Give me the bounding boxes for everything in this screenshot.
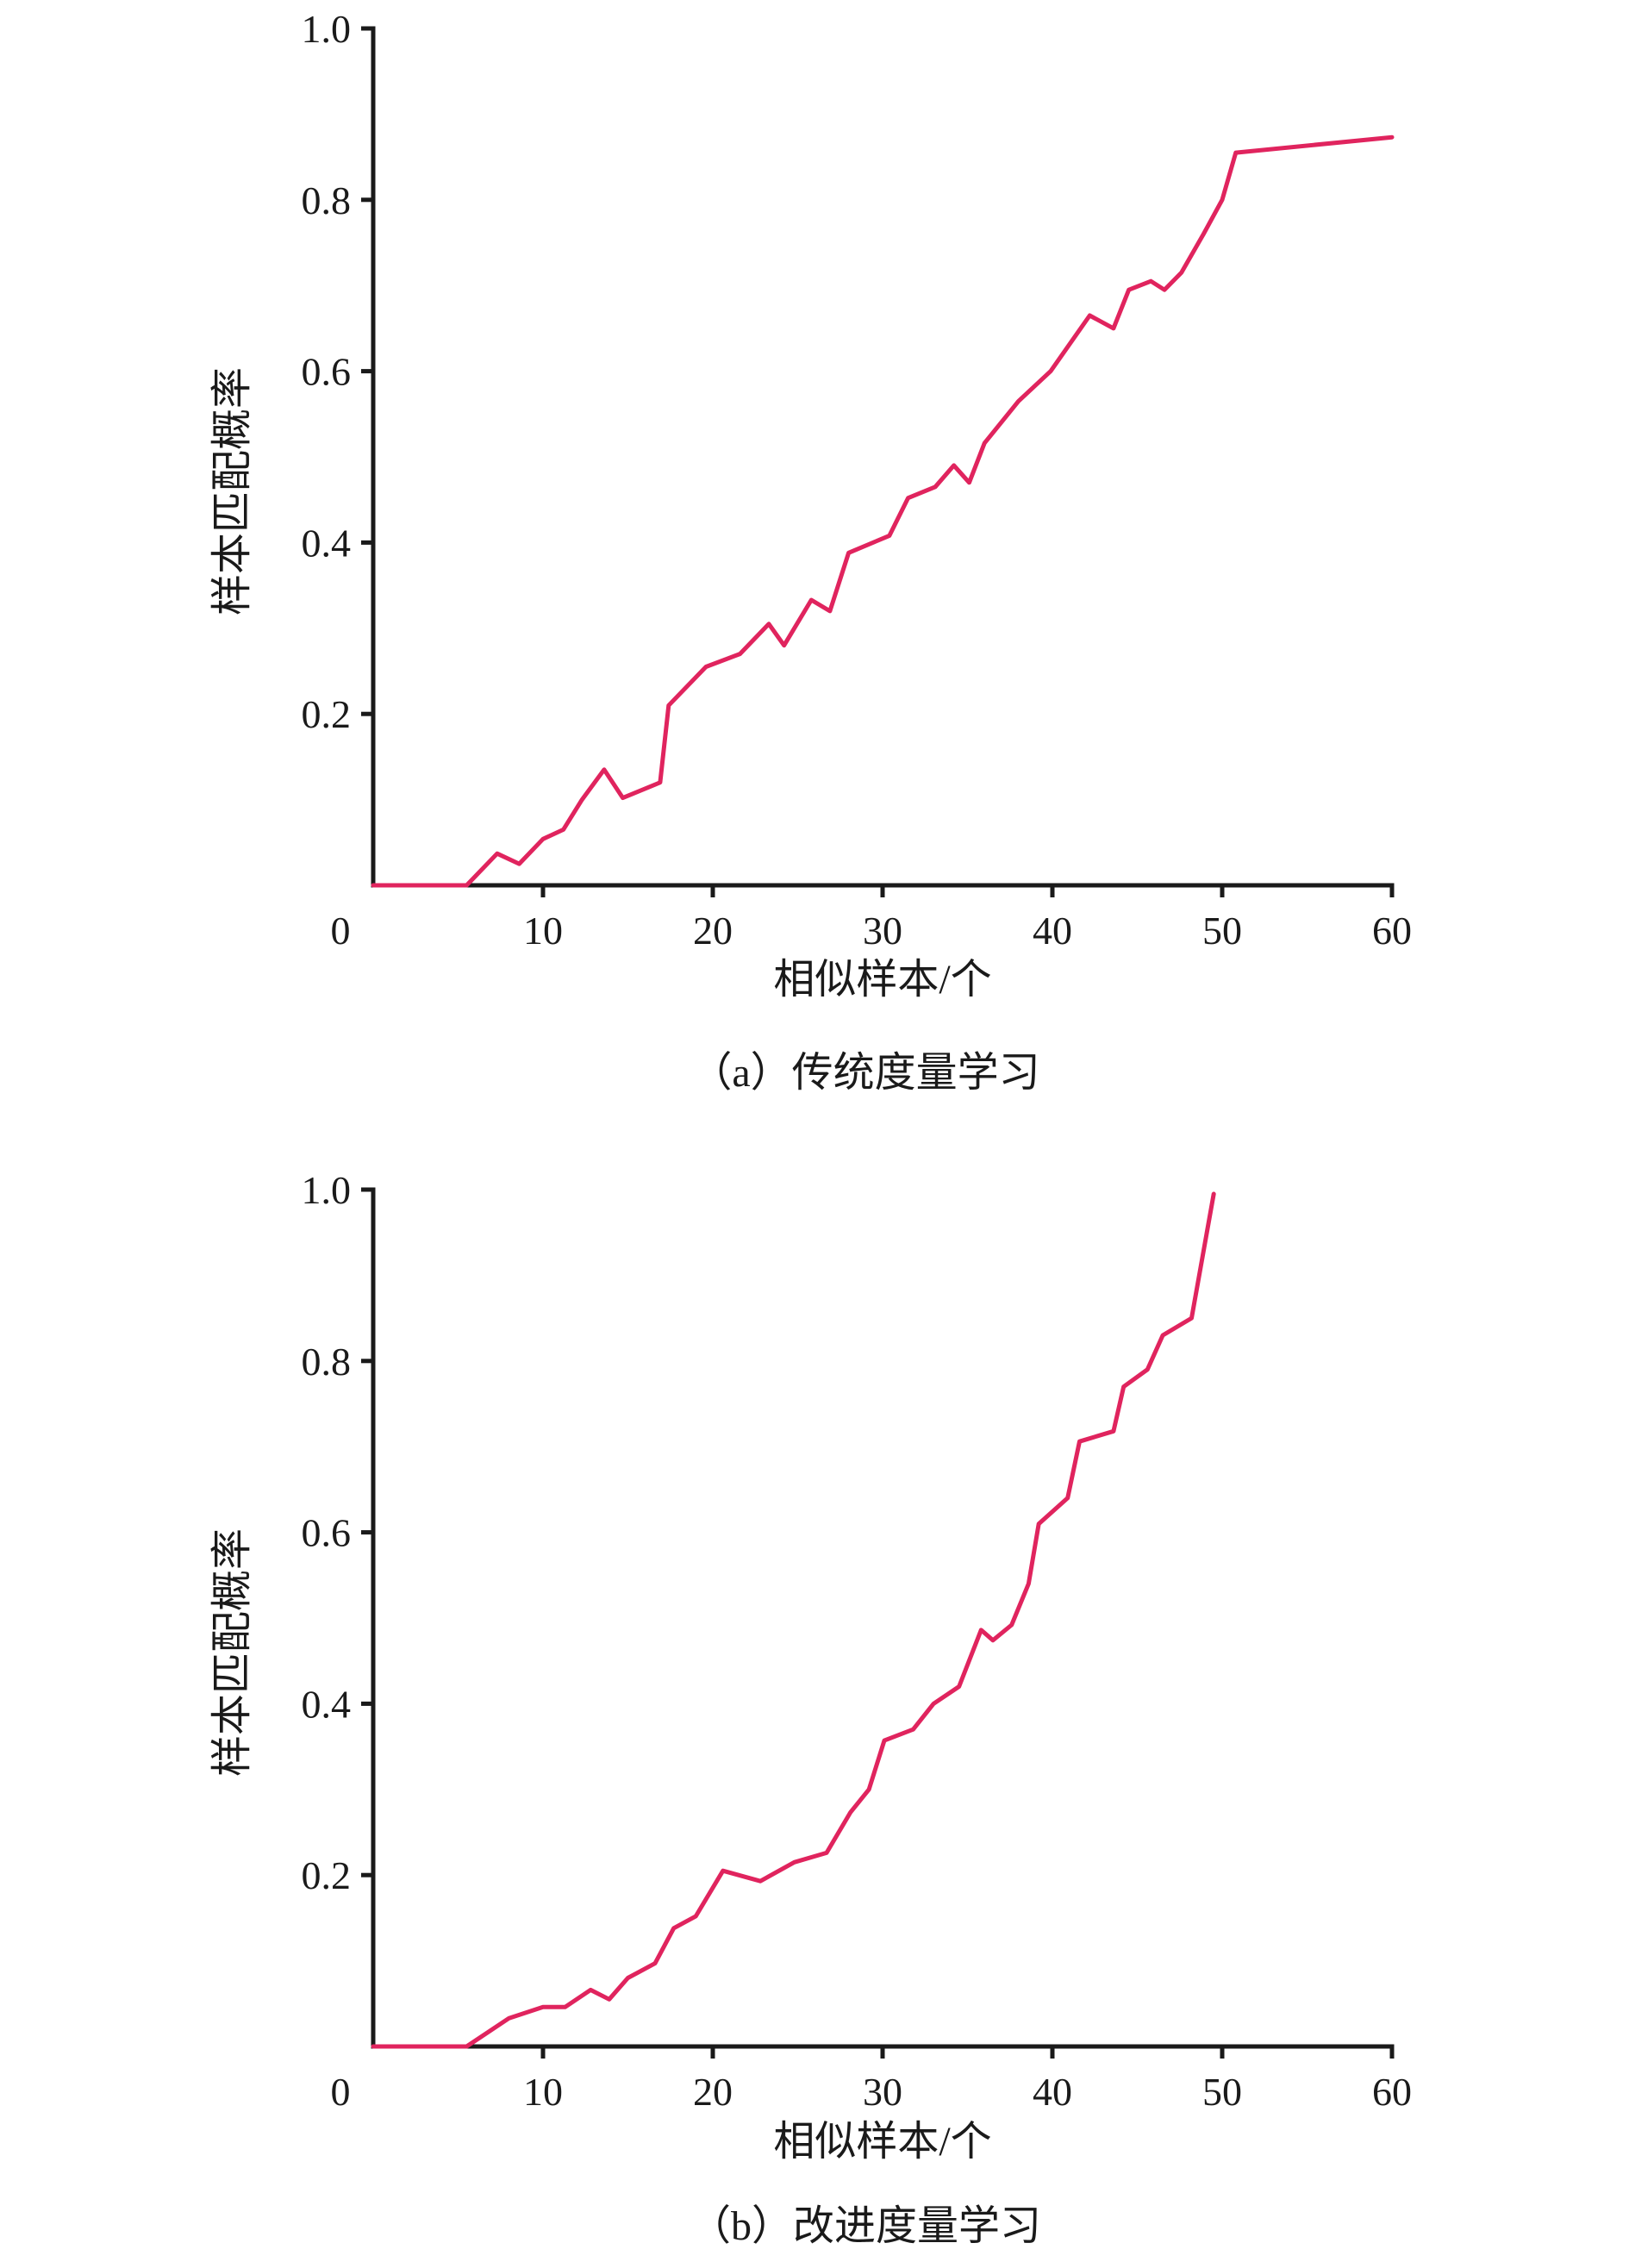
x-tick-label: 60 — [1372, 2070, 1412, 2114]
y-tick-label: 0.8 — [302, 178, 352, 222]
x-tick-label: 0 — [331, 2070, 351, 2114]
y-tick-label: 0.6 — [302, 350, 352, 394]
x-tick-label: 10 — [523, 909, 563, 953]
y-tick-label: 0.4 — [302, 521, 352, 565]
x-tick-label: 40 — [1033, 909, 1072, 953]
x-tick-label: 20 — [693, 909, 733, 953]
y-tick-label: 0.8 — [302, 1340, 352, 1384]
x-tick-label: 10 — [523, 2070, 563, 2114]
series-line — [371, 134, 1395, 888]
x-tick-label: 50 — [1202, 2070, 1242, 2114]
y-axis-title: 样本匹配概率 — [209, 1528, 255, 1777]
x-tick-label: 20 — [693, 2070, 733, 2114]
y-axis-title: 样本匹配概率 — [209, 367, 255, 615]
y-tick-label: 1.0 — [302, 1168, 352, 1212]
figure-caption: （b）改进度量学习 — [690, 2203, 1041, 2249]
y-tick-label: 0.4 — [302, 1682, 352, 1726]
y-tick-label: 1.0 — [302, 7, 352, 51]
figure-caption: （a）传统度量学习 — [690, 1050, 1039, 1096]
x-tick-label: 30 — [863, 909, 902, 953]
chart-panel-a: 0.2 0.4 0.6 0.8 1.0 0 10 20 30 40 50 60 相似样本/个 样本匹配概率… — [209, 7, 1412, 1096]
x-tick-label: 0 — [331, 909, 351, 953]
y-tick-label: 0.2 — [302, 1853, 352, 1897]
y-tick-label: 0.6 — [302, 1511, 352, 1555]
chart-panel-b: 0.2 0.4 0.6 0.8 1.0 0 10 20 30 40 50 60 相似样本/个 样本匹配概率… — [209, 1168, 1412, 2249]
x-tick-label: 60 — [1372, 909, 1412, 953]
x-axis-title: 相似样本/个 — [773, 957, 991, 1003]
y-tick-label: 0.2 — [302, 692, 352, 736]
x-axis-title: 相似样本/个 — [773, 2119, 991, 2165]
x-tick-label: 50 — [1202, 909, 1242, 953]
x-tick-label: 40 — [1033, 2070, 1072, 2114]
x-tick-label: 30 — [863, 2070, 902, 2114]
series-line — [371, 1191, 1216, 2049]
